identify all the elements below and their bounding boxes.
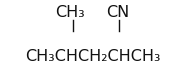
Text: CH₃: CH₃	[55, 5, 85, 20]
Text: CN: CN	[106, 5, 130, 20]
Text: CH₃CHCH₂CHCH₃: CH₃CHCH₂CHCH₃	[25, 49, 161, 64]
